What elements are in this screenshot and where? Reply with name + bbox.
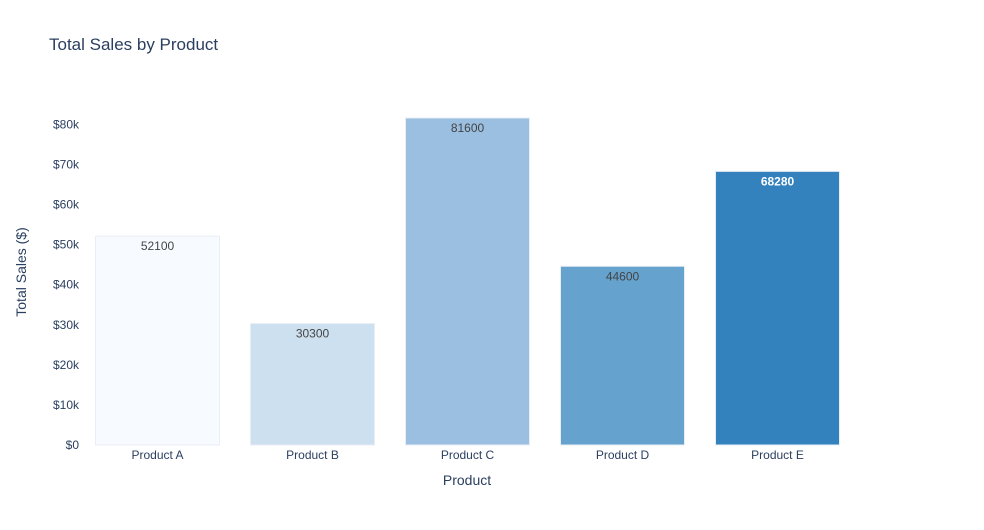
y-tick-label: $80k bbox=[53, 117, 80, 131]
y-tick-label: $0 bbox=[66, 438, 80, 452]
y-tick-label: $10k bbox=[53, 398, 80, 412]
x-tick-label: Product D bbox=[596, 448, 650, 462]
bar-value-label: 44600 bbox=[606, 269, 640, 283]
y-tick-label: $20k bbox=[53, 358, 80, 372]
bar bbox=[95, 235, 220, 446]
bar bbox=[250, 323, 375, 446]
x-tick-label: Product A bbox=[131, 448, 183, 462]
bar bbox=[560, 265, 685, 446]
x-axis-ticks: Product A Product B Product C Product D Prod… bbox=[131, 448, 803, 462]
bar-value-label: 81600 bbox=[451, 121, 485, 135]
y-tick-label: $40k bbox=[53, 278, 80, 292]
x-tick-label: Product C bbox=[441, 448, 495, 462]
bar bbox=[715, 170, 840, 446]
bar-value-label: 52100 bbox=[141, 239, 175, 253]
y-tick-label: $50k bbox=[53, 238, 80, 252]
x-axis-title: Product bbox=[443, 472, 491, 488]
x-tick-label: Product B bbox=[286, 448, 339, 462]
y-axis-title: Total Sales ($) bbox=[13, 227, 29, 316]
bar bbox=[405, 117, 530, 446]
y-axis-ticks: $0 $10k $20k $30k $40k $50k $60k $70k $80k bbox=[53, 117, 80, 452]
bar-value-labels: 52100 30300 81600 44600 68280 bbox=[141, 121, 795, 341]
y-tick-label: $30k bbox=[53, 318, 80, 332]
bar-value-label: 30300 bbox=[296, 327, 330, 341]
chart-title: Total Sales by Product bbox=[49, 35, 218, 54]
y-tick-label: $60k bbox=[53, 198, 80, 212]
bars bbox=[95, 117, 840, 446]
x-tick-label: Product E bbox=[751, 448, 804, 462]
bar-value-label: 68280 bbox=[761, 174, 795, 188]
y-tick-label: $70k bbox=[53, 157, 80, 171]
